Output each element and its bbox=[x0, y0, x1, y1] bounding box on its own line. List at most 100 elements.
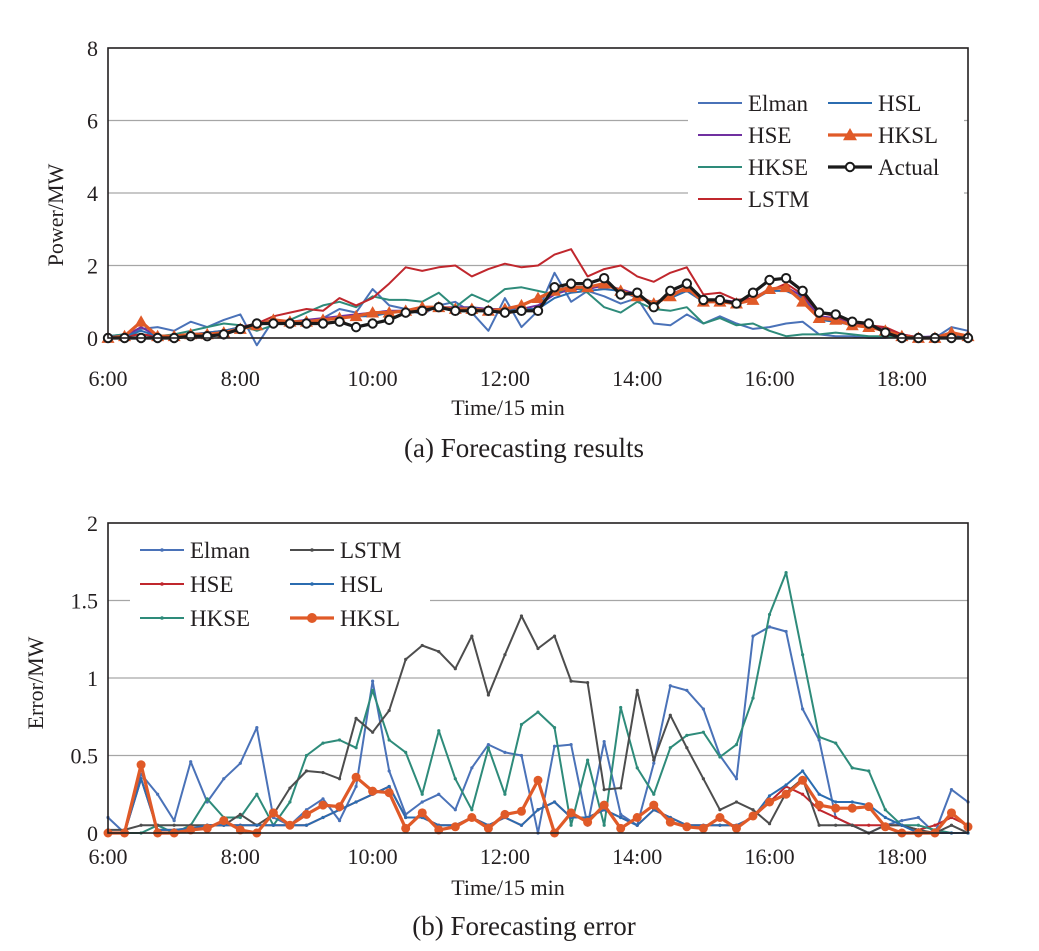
data-point bbox=[317, 318, 329, 329]
panel-forecasting-error: 0 0.5 1 1.5 2 6:00 8:00 10:00 12:00 14:00 16:00 18:… bbox=[23, 511, 973, 941]
data-point bbox=[268, 808, 278, 818]
data-point bbox=[668, 684, 672, 688]
data-point bbox=[387, 769, 391, 773]
data-point bbox=[433, 301, 444, 313]
data-point bbox=[883, 815, 887, 820]
data-point bbox=[470, 634, 474, 638]
data-point bbox=[486, 746, 490, 750]
data-point bbox=[354, 716, 358, 720]
data-point bbox=[900, 819, 904, 823]
data-point bbox=[255, 792, 259, 796]
data-point bbox=[900, 823, 904, 827]
data-point bbox=[404, 657, 408, 662]
data-point bbox=[602, 739, 606, 744]
data-point bbox=[486, 743, 490, 747]
data-point bbox=[784, 629, 788, 634]
data-point bbox=[850, 800, 854, 804]
data-point bbox=[371, 688, 375, 693]
data-point bbox=[767, 625, 772, 629]
data-point bbox=[337, 777, 342, 781]
data-point bbox=[718, 808, 722, 812]
data-point bbox=[916, 815, 920, 820]
data-point bbox=[483, 823, 493, 833]
data-point bbox=[830, 309, 841, 320]
data-point bbox=[536, 808, 540, 812]
data-point bbox=[652, 758, 656, 762]
plot-frame bbox=[107, 47, 969, 339]
data-point bbox=[384, 788, 394, 798]
data-point bbox=[933, 823, 937, 827]
data-point bbox=[371, 730, 375, 734]
data-point bbox=[321, 770, 325, 775]
data-point bbox=[599, 800, 609, 810]
legend-label-elman: Elman bbox=[190, 538, 251, 563]
data-point bbox=[779, 280, 793, 293]
data-point bbox=[781, 789, 791, 799]
data-point bbox=[453, 808, 457, 812]
data-point bbox=[831, 803, 841, 813]
data-point bbox=[602, 788, 606, 792]
x-tick-label: 8:00 bbox=[221, 366, 260, 391]
data-point bbox=[685, 733, 689, 737]
data-point bbox=[321, 815, 325, 820]
legend-label-hse: HSE bbox=[190, 572, 233, 597]
data-point bbox=[763, 282, 777, 294]
data-point bbox=[334, 316, 345, 327]
data-point bbox=[552, 634, 557, 638]
legend-label-hse: HSE bbox=[748, 123, 791, 148]
data-point bbox=[387, 784, 391, 789]
data-point bbox=[536, 710, 540, 714]
data-point bbox=[420, 643, 424, 648]
data-point bbox=[586, 758, 590, 762]
legend-marker bbox=[160, 548, 164, 552]
legend-marker bbox=[310, 582, 314, 586]
data-point bbox=[136, 760, 146, 770]
data-point bbox=[235, 323, 246, 335]
data-point bbox=[288, 786, 292, 790]
x-tick-label: 12:00 bbox=[480, 844, 530, 869]
data-point bbox=[367, 318, 378, 329]
data-point bbox=[238, 815, 242, 820]
data-point bbox=[698, 294, 709, 306]
data-point bbox=[470, 808, 474, 812]
data-point bbox=[285, 820, 295, 830]
series-lines bbox=[101, 248, 975, 347]
y-tick-label: 1 bbox=[87, 666, 98, 691]
y-axis-title: Error/MW bbox=[23, 636, 48, 729]
legend-marker bbox=[160, 582, 164, 586]
data-point bbox=[450, 822, 460, 832]
data-point bbox=[533, 775, 543, 785]
data-point bbox=[817, 823, 821, 827]
data-point bbox=[519, 823, 524, 827]
x-axis-title: Time/15 min bbox=[451, 395, 565, 420]
data-point bbox=[751, 634, 755, 638]
data-point bbox=[652, 761, 656, 765]
data-point bbox=[321, 741, 325, 745]
chart-caption: (b) Forecasting error bbox=[412, 911, 635, 941]
x-tick-label: 12:00 bbox=[480, 366, 530, 391]
data-point bbox=[552, 726, 557, 730]
data-point bbox=[532, 305, 544, 317]
data-point bbox=[751, 808, 755, 812]
data-point bbox=[598, 272, 610, 284]
data-point bbox=[764, 274, 775, 286]
data-point bbox=[718, 823, 722, 827]
data-point bbox=[536, 646, 540, 651]
data-point bbox=[519, 722, 524, 727]
data-point bbox=[450, 305, 461, 317]
data-point bbox=[847, 316, 858, 327]
data-point bbox=[519, 614, 524, 618]
chart-caption: (a) Forecasting results bbox=[404, 433, 644, 463]
y-tick-label: 0 bbox=[87, 821, 98, 846]
y-tick-label: 2 bbox=[87, 511, 98, 536]
data-point bbox=[784, 783, 788, 787]
data-point bbox=[864, 802, 874, 812]
data-point bbox=[796, 295, 810, 307]
data-point bbox=[401, 823, 411, 833]
legend: Elman LSTM HSE HSL HKSE HKSL bbox=[130, 533, 430, 639]
data-point bbox=[304, 823, 309, 827]
data-point bbox=[268, 318, 279, 329]
data-point bbox=[565, 278, 577, 289]
series-line-hksl bbox=[108, 763, 970, 835]
x-tick-label: 8:00 bbox=[221, 844, 260, 869]
